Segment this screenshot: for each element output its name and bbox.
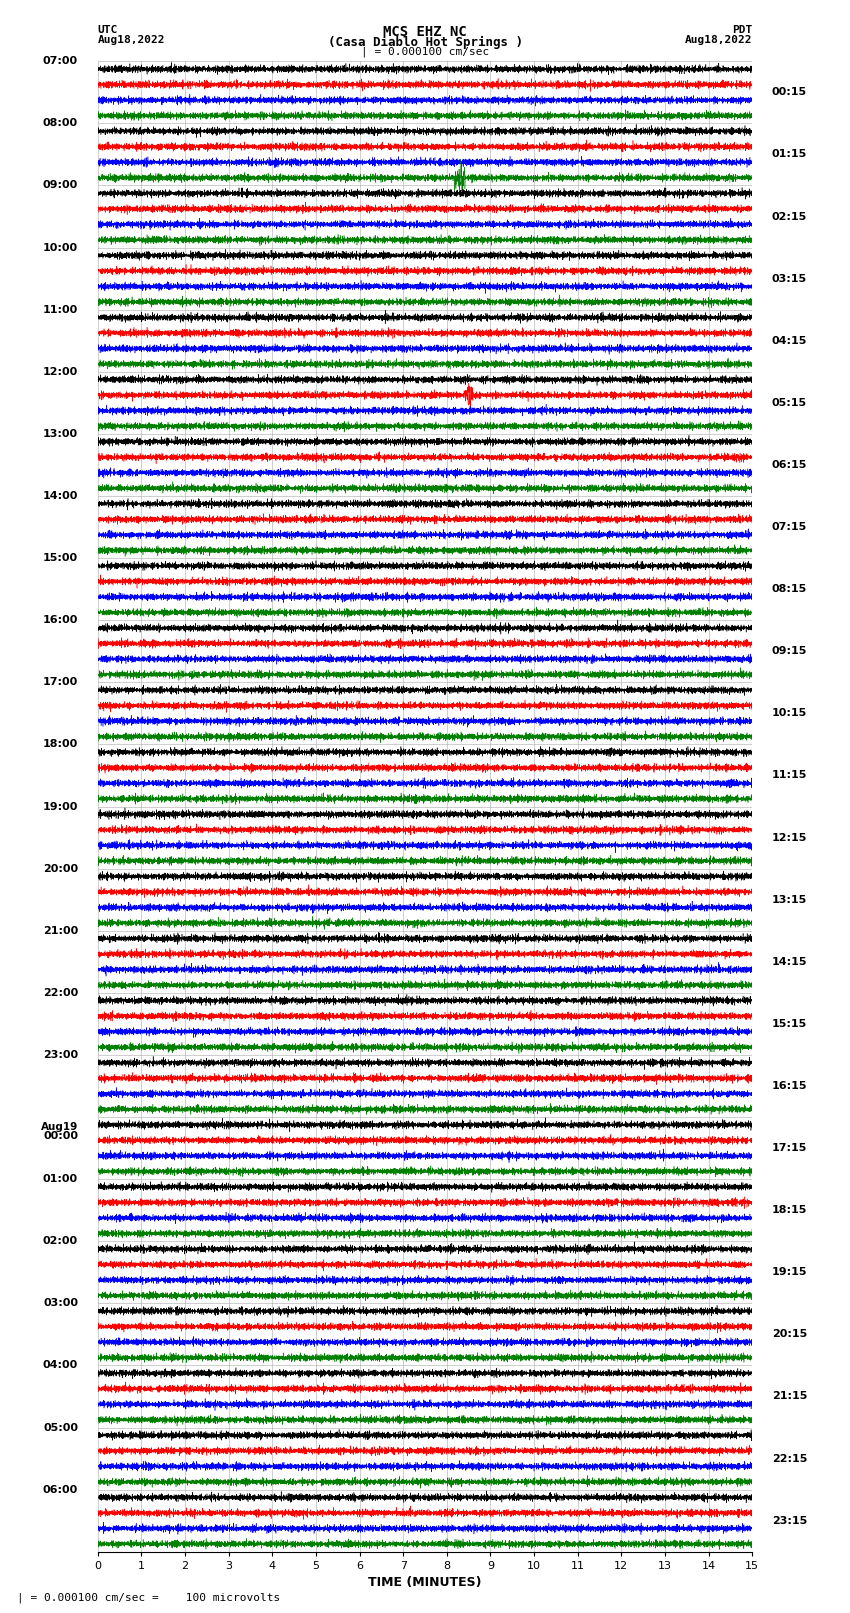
Text: 06:00: 06:00 [42, 1484, 78, 1495]
Text: Aug19: Aug19 [41, 1123, 78, 1132]
Text: 22:00: 22:00 [42, 987, 78, 998]
Text: Aug18,2022: Aug18,2022 [98, 35, 165, 45]
Text: 19:15: 19:15 [772, 1268, 808, 1277]
Text: 04:00: 04:00 [42, 1360, 78, 1371]
Text: 09:00: 09:00 [42, 181, 78, 190]
Text: 04:15: 04:15 [772, 336, 808, 345]
Text: | = 0.000100 cm/sec: | = 0.000100 cm/sec [361, 47, 489, 58]
Text: 17:00: 17:00 [42, 677, 78, 687]
Text: 16:00: 16:00 [42, 615, 78, 626]
Text: 01:00: 01:00 [43, 1174, 78, 1184]
Text: 05:00: 05:00 [43, 1423, 78, 1432]
Text: (Casa Diablo Hot Springs ): (Casa Diablo Hot Springs ) [327, 37, 523, 50]
Text: MCS EHZ NC: MCS EHZ NC [383, 24, 467, 39]
Text: 20:15: 20:15 [772, 1329, 808, 1339]
Text: | = 0.000100 cm/sec =    100 microvolts: | = 0.000100 cm/sec = 100 microvolts [17, 1592, 280, 1603]
Text: 21:00: 21:00 [42, 926, 78, 936]
Text: 13:15: 13:15 [772, 895, 808, 905]
Text: 09:15: 09:15 [772, 647, 808, 656]
Text: 11:15: 11:15 [772, 771, 808, 781]
Text: Aug18,2022: Aug18,2022 [685, 35, 752, 45]
Text: 23:15: 23:15 [772, 1516, 808, 1526]
Text: PDT: PDT [732, 24, 752, 35]
Text: 22:15: 22:15 [772, 1453, 808, 1463]
Text: 12:00: 12:00 [42, 366, 78, 377]
Text: 15:15: 15:15 [772, 1019, 808, 1029]
Text: 03:00: 03:00 [43, 1298, 78, 1308]
Text: 05:15: 05:15 [772, 398, 807, 408]
Text: 14:15: 14:15 [772, 957, 808, 966]
Text: 07:15: 07:15 [772, 523, 808, 532]
Text: 08:00: 08:00 [43, 118, 78, 129]
Text: 13:00: 13:00 [43, 429, 78, 439]
Text: 21:15: 21:15 [772, 1392, 808, 1402]
Text: 17:15: 17:15 [772, 1144, 808, 1153]
Text: 15:00: 15:00 [43, 553, 78, 563]
Text: 14:00: 14:00 [42, 490, 78, 502]
Text: 06:15: 06:15 [772, 460, 808, 469]
Text: 03:15: 03:15 [772, 274, 807, 284]
Text: 11:00: 11:00 [42, 305, 78, 315]
Text: UTC: UTC [98, 24, 118, 35]
Text: 00:00: 00:00 [43, 1131, 78, 1140]
Text: 08:15: 08:15 [772, 584, 808, 594]
Text: 02:15: 02:15 [772, 211, 808, 221]
Text: 10:15: 10:15 [772, 708, 808, 718]
Text: 10:00: 10:00 [43, 242, 78, 253]
Text: 20:00: 20:00 [43, 863, 78, 874]
Text: 01:15: 01:15 [772, 150, 808, 160]
Text: 23:00: 23:00 [43, 1050, 78, 1060]
Text: 16:15: 16:15 [772, 1081, 808, 1090]
Text: 07:00: 07:00 [43, 56, 78, 66]
Text: 19:00: 19:00 [42, 802, 78, 811]
X-axis label: TIME (MINUTES): TIME (MINUTES) [368, 1576, 482, 1589]
Text: 00:15: 00:15 [772, 87, 807, 97]
Text: 18:00: 18:00 [42, 739, 78, 750]
Text: 18:15: 18:15 [772, 1205, 808, 1215]
Text: 12:15: 12:15 [772, 832, 808, 842]
Text: 02:00: 02:00 [43, 1236, 78, 1247]
